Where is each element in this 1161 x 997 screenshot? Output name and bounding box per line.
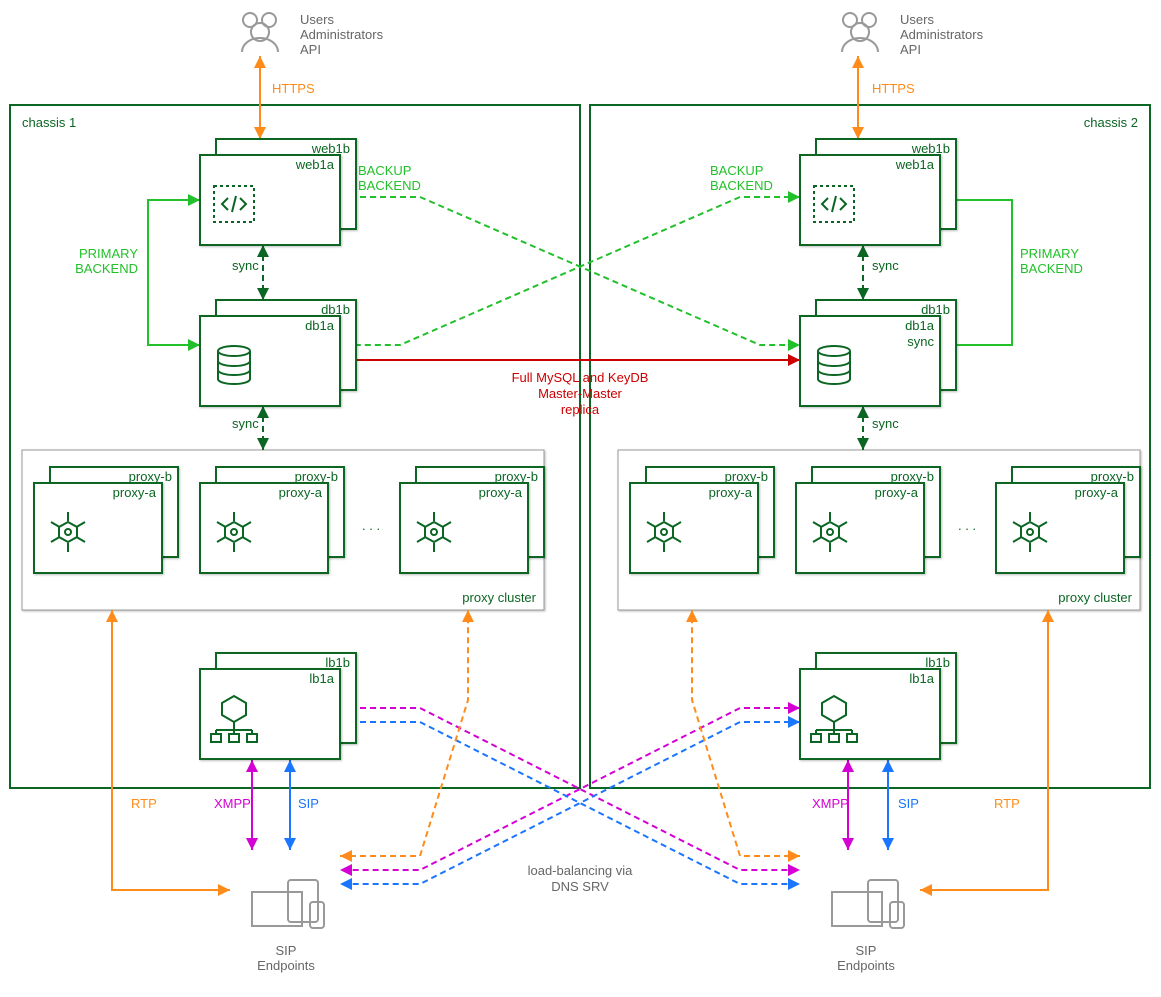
edge [340,197,800,345]
svg-text:sync: sync [872,258,899,273]
svg-text:Endpoints: Endpoints [837,958,895,973]
svg-text:proxy-b: proxy-b [725,469,768,484]
svg-text:proxy-a: proxy-a [709,485,753,500]
svg-text:. . .: . . . [958,518,976,533]
edge [340,610,468,856]
svg-text:proxy-b: proxy-b [129,469,172,484]
svg-text:proxy cluster: proxy cluster [462,590,536,605]
svg-text:chassis 2: chassis 2 [1084,115,1138,130]
svg-text:proxy-a: proxy-a [113,485,157,500]
svg-text:sync: sync [232,416,259,431]
stacked-box: proxy-bproxy-a [796,467,940,573]
svg-text:BACKEND: BACKEND [358,178,421,193]
stacked-box: db1bdb1async [800,300,956,406]
stacked-box: lb1blb1a [200,653,356,759]
edge [692,610,800,856]
svg-text:Master-Master: Master-Master [538,386,622,401]
svg-text:Administrators: Administrators [300,27,384,42]
svg-text:Full MySQL and KeyDB: Full MySQL and KeyDB [512,370,649,385]
svg-text:BACKUP: BACKUP [358,163,411,178]
stacked-box: proxy-bproxy-a [200,467,344,573]
svg-text:HTTPS: HTTPS [272,81,315,96]
svg-text:proxy-b: proxy-b [295,469,338,484]
svg-text:proxy-a: proxy-a [1075,485,1119,500]
svg-text:web1b: web1b [911,141,950,156]
svg-text:chassis 1: chassis 1 [22,115,76,130]
edge [340,722,800,884]
stacked-box: proxy-bproxy-a [996,467,1140,573]
users-icon [242,13,278,52]
stacked-box: proxy-bproxy-a [630,467,774,573]
svg-text:SIP: SIP [856,943,877,958]
svg-text:db1a: db1a [305,318,335,333]
stacked-box: db1bdb1a [200,300,356,406]
svg-text:SIP: SIP [276,943,297,958]
svg-text:sync: sync [872,416,899,431]
svg-text:API: API [300,42,321,57]
edge [340,722,800,884]
svg-text:RTP: RTP [994,796,1020,811]
svg-text:lb1b: lb1b [925,655,950,670]
svg-text:Users: Users [300,12,334,27]
devices-icon [252,880,324,928]
svg-text:db1b: db1b [321,302,350,317]
svg-text:API: API [900,42,921,57]
stacked-box: lb1blb1a [800,653,956,759]
svg-text:proxy-a: proxy-a [479,485,523,500]
svg-text:proxy-b: proxy-b [495,469,538,484]
svg-text:BACKEND: BACKEND [75,261,138,276]
users-icon [842,13,878,52]
stacked-box: web1bweb1a [800,139,956,245]
svg-text:PRIMARY: PRIMARY [79,246,138,261]
svg-text:XMPP: XMPP [812,796,849,811]
stacked-box: web1bweb1a [200,139,356,245]
svg-text:db1a: db1a [905,318,935,333]
svg-text:Users: Users [900,12,934,27]
svg-text:load-balancing via: load-balancing via [528,863,634,878]
svg-text:lb1a: lb1a [909,671,934,686]
svg-text:XMPP: XMPP [214,796,251,811]
svg-text:replica: replica [561,402,600,417]
svg-text:web1b: web1b [311,141,350,156]
stacked-box: proxy-bproxy-a [34,467,178,573]
stacked-box: proxy-bproxy-a [400,467,544,573]
svg-text:sync: sync [907,334,934,349]
svg-text:SIP: SIP [898,796,919,811]
svg-text:proxy-a: proxy-a [279,485,323,500]
svg-text:RTP: RTP [131,796,157,811]
svg-text:BACKEND: BACKEND [710,178,773,193]
svg-text:PRIMARY: PRIMARY [1020,246,1079,261]
svg-text:Administrators: Administrators [900,27,984,42]
svg-text:web1a: web1a [895,157,935,172]
svg-text:sync: sync [232,258,259,273]
svg-text:BACKUP: BACKUP [710,163,763,178]
svg-text:lb1b: lb1b [325,655,350,670]
svg-text:proxy-b: proxy-b [891,469,934,484]
devices-icon [832,880,904,928]
svg-text:lb1a: lb1a [309,671,334,686]
svg-text:DNS SRV: DNS SRV [551,879,609,894]
svg-text:SIP: SIP [298,796,319,811]
svg-text:web1a: web1a [295,157,335,172]
svg-text:proxy cluster: proxy cluster [1058,590,1132,605]
svg-text:proxy-a: proxy-a [875,485,919,500]
svg-text:proxy-b: proxy-b [1091,469,1134,484]
svg-text:BACKEND: BACKEND [1020,261,1083,276]
svg-text:db1b: db1b [921,302,950,317]
svg-text:. . .: . . . [362,518,380,533]
svg-text:Endpoints: Endpoints [257,958,315,973]
svg-text:HTTPS: HTTPS [872,81,915,96]
edge [148,200,200,345]
